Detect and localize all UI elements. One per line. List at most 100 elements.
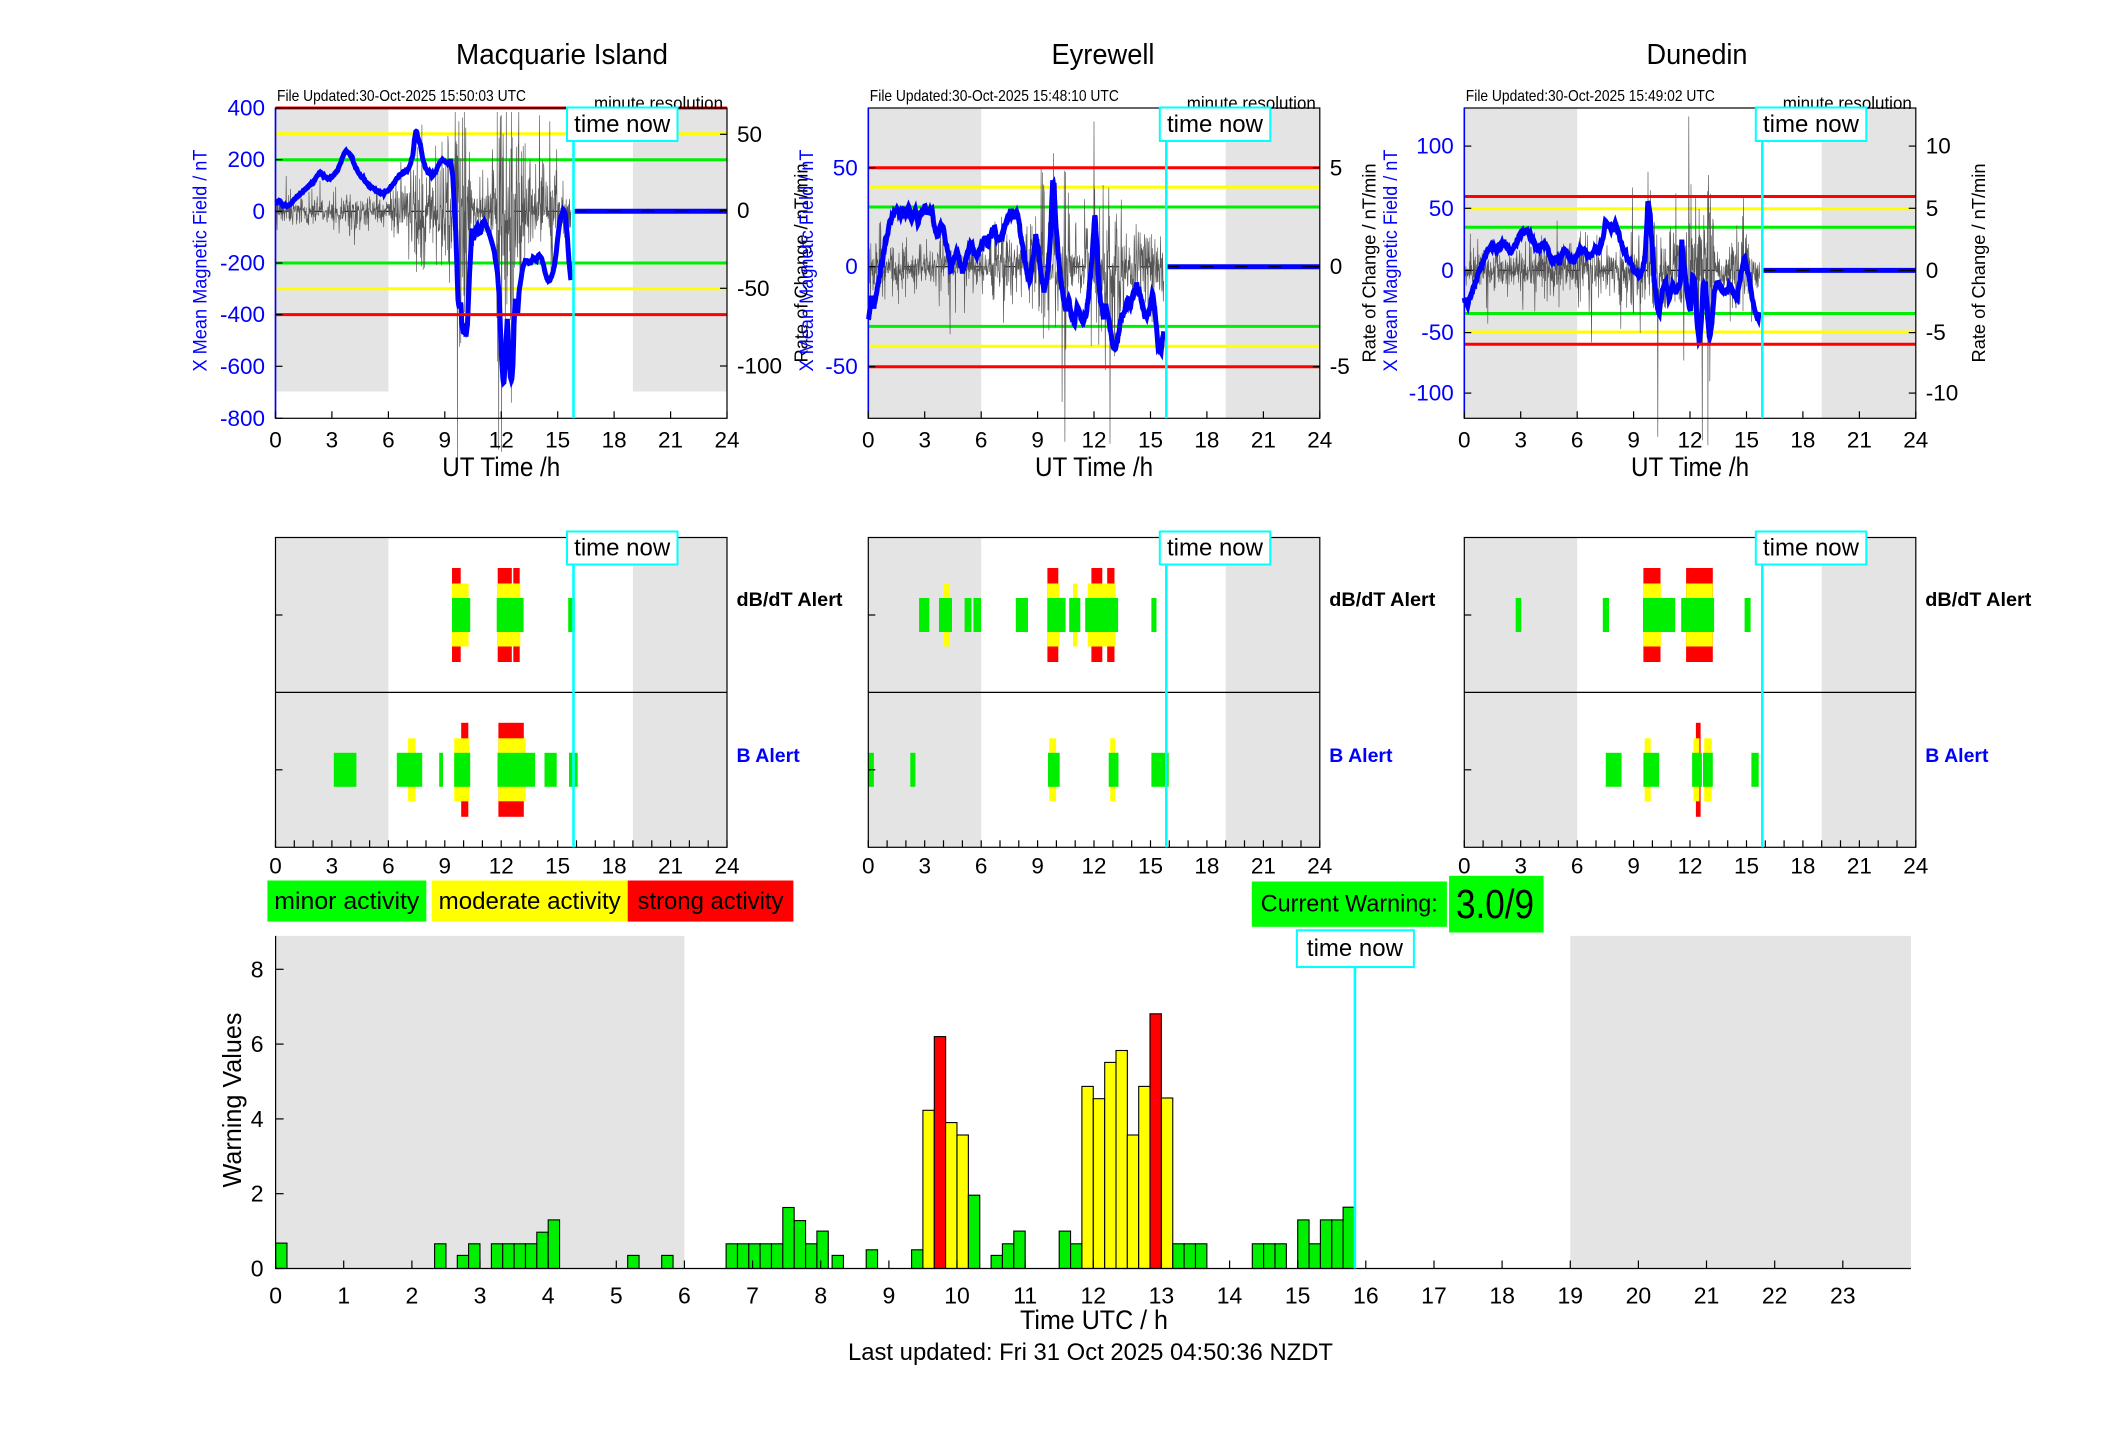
svg-text:18: 18 [1194,428,1219,453]
svg-text:19: 19 [1557,1283,1583,1309]
svg-text:23: 23 [1830,1283,1856,1309]
svg-text:3: 3 [918,428,931,453]
svg-text:-50: -50 [737,276,770,301]
svg-text:18: 18 [1489,1283,1515,1309]
svg-text:Warning Values: Warning Values [217,1013,247,1188]
svg-text:time now: time now [574,111,671,138]
svg-text:0: 0 [862,428,875,453]
svg-text:12: 12 [1678,854,1703,879]
svg-text:50: 50 [737,122,762,147]
svg-text:13: 13 [1149,1283,1175,1309]
svg-text:0: 0 [269,854,282,879]
svg-text:dB/dT Alert: dB/dT Alert [1329,589,1436,611]
svg-text:200: 200 [227,147,265,172]
svg-text:-800: -800 [220,406,265,431]
svg-text:Time UTC / h: Time UTC / h [1020,1305,1168,1335]
svg-text:15: 15 [1734,854,1759,879]
svg-text:-5: -5 [1330,354,1350,379]
svg-text:Eyrewell: Eyrewell [1052,39,1155,71]
svg-text:15: 15 [545,854,570,879]
svg-text:9: 9 [439,854,452,879]
svg-text:100: 100 [1416,134,1454,159]
svg-text:21: 21 [1694,1283,1720,1309]
svg-text:6: 6 [251,1031,264,1057]
svg-text:0: 0 [845,254,858,279]
svg-text:6: 6 [975,854,988,879]
svg-text:20: 20 [1626,1283,1652,1309]
svg-text:24: 24 [1903,854,1928,879]
svg-text:10: 10 [944,1283,970,1309]
svg-text:9: 9 [1627,428,1640,453]
svg-text:10: 10 [1926,134,1951,159]
svg-text:-5: -5 [1926,320,1946,345]
svg-text:6: 6 [975,428,988,453]
svg-text:18: 18 [1194,854,1219,879]
svg-text:Rate of Change / nT/min: Rate of Change / nT/min [791,164,812,363]
svg-text:0: 0 [269,1283,282,1309]
svg-text:-50: -50 [1421,320,1454,345]
svg-text:6: 6 [382,428,395,453]
svg-text:-10: -10 [1926,381,1959,406]
svg-text:15: 15 [1285,1283,1311,1309]
svg-text:3: 3 [918,854,931,879]
svg-text:Last updated: Fri 31 Oct 2025: Last updated: Fri 31 Oct 2025 04:50:36 N… [848,1339,1333,1366]
svg-text:15: 15 [1734,428,1759,453]
svg-text:7: 7 [746,1283,759,1309]
svg-text:time now: time now [1763,111,1860,138]
svg-text:time now: time now [1307,935,1404,962]
svg-text:0: 0 [1458,854,1471,879]
svg-text:Dunedin: Dunedin [1647,39,1748,71]
svg-text:3: 3 [326,854,339,879]
svg-text:21: 21 [1847,854,1872,879]
svg-text:time now: time now [574,535,671,562]
svg-text:17: 17 [1421,1283,1447,1309]
svg-text:4: 4 [251,1106,264,1132]
svg-text:UT Time /h: UT Time /h [1631,452,1749,482]
svg-text:0: 0 [1330,254,1343,279]
svg-text:3.0/9: 3.0/9 [1456,881,1534,927]
svg-text:File Updated:30-Oct-2025 15:48: File Updated:30-Oct-2025 15:48:10 UTC [870,88,1119,105]
svg-text:time now: time now [1167,535,1264,562]
svg-text:21: 21 [1847,428,1872,453]
svg-text:0: 0 [862,854,875,879]
svg-text:-100: -100 [1409,381,1454,406]
svg-text:5: 5 [1330,155,1343,180]
svg-text:24: 24 [1307,428,1332,453]
svg-text:24: 24 [1307,854,1332,879]
svg-text:strong activity: strong activity [638,888,784,915]
svg-text:18: 18 [1790,854,1815,879]
svg-text:Macquarie Island: Macquarie Island [456,39,668,71]
svg-text:0: 0 [1926,258,1939,283]
svg-text:moderate activity: moderate activity [439,888,621,915]
svg-text:18: 18 [602,428,627,453]
svg-text:9: 9 [439,428,452,453]
svg-text:time now: time now [1763,535,1860,562]
svg-text:9: 9 [1031,854,1044,879]
svg-text:2: 2 [405,1283,418,1309]
svg-text:400: 400 [227,96,265,121]
svg-text:24: 24 [714,428,739,453]
svg-text:-100: -100 [737,354,782,379]
svg-text:6: 6 [1571,854,1584,879]
svg-text:X Mean Magnetic Field / nT: X Mean Magnetic Field / nT [797,149,818,371]
svg-text:3: 3 [1514,428,1527,453]
svg-text:0: 0 [251,1256,264,1282]
svg-text:8: 8 [814,1283,827,1309]
svg-text:B Alert: B Alert [737,745,801,767]
svg-text:12: 12 [489,854,514,879]
svg-text:12: 12 [1082,854,1107,879]
svg-text:time now: time now [1167,111,1264,138]
svg-text:0: 0 [1458,428,1471,453]
svg-text:-50: -50 [825,354,858,379]
svg-text:18: 18 [1790,428,1815,453]
svg-text:11: 11 [1013,1283,1037,1309]
svg-text:3: 3 [1514,854,1527,879]
svg-text:0: 0 [269,428,282,453]
svg-text:15: 15 [545,428,570,453]
svg-text:18: 18 [602,854,627,879]
svg-text:X Mean Magnetic Field / nT: X Mean Magnetic Field / nT [1381,149,1402,371]
svg-text:-600: -600 [220,354,265,379]
svg-text:Rate of Change / nT/min: Rate of Change / nT/min [1359,164,1380,363]
svg-text:0: 0 [1441,258,1454,283]
svg-text:-200: -200 [220,251,265,276]
